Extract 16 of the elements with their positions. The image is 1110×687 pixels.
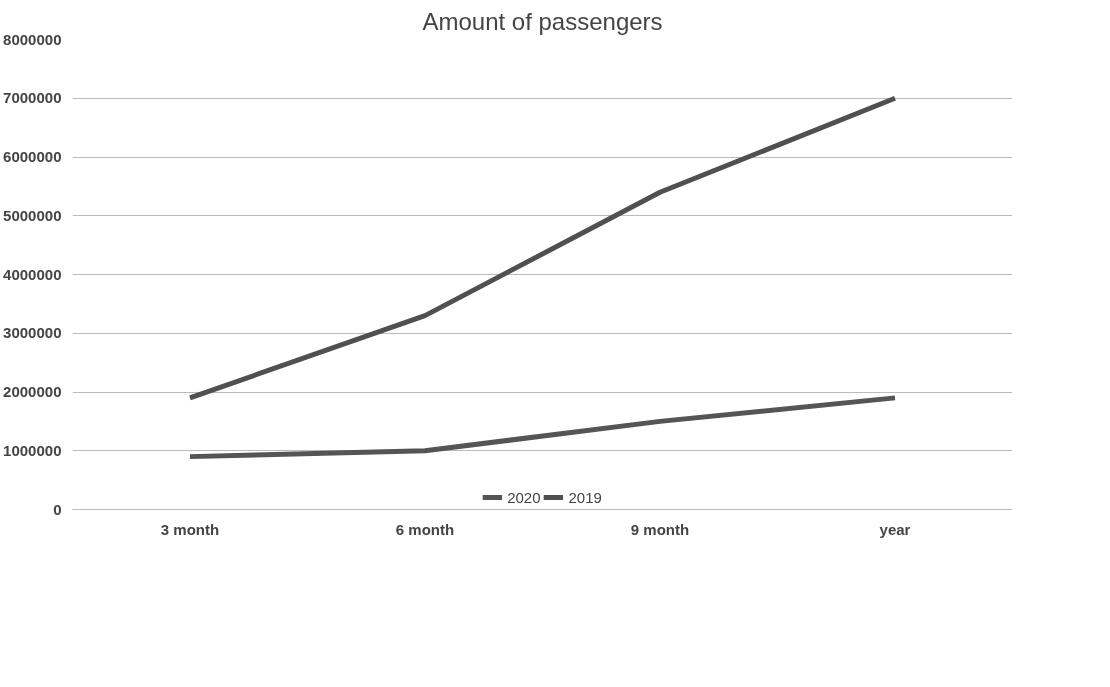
x-tick-label: year xyxy=(879,520,911,538)
y-tick-label: 0 xyxy=(53,500,62,518)
x-tick-label: 9 month xyxy=(630,520,690,538)
legend-label: 2019 xyxy=(568,488,602,506)
legend-label: 2020 xyxy=(507,488,541,506)
y-tick-label: 1000000 xyxy=(3,441,62,459)
y-tick-label: 4000000 xyxy=(3,265,62,283)
chart-title: Amount of passengers xyxy=(422,7,663,35)
y-tick-label: 2000000 xyxy=(3,383,62,400)
x-tick-label: 6 month xyxy=(395,520,455,538)
y-tick-label: 6000000 xyxy=(3,148,62,165)
y-tick-label: 7000000 xyxy=(3,89,62,107)
y-tick-label: 3000000 xyxy=(3,324,62,342)
y-tick-label: 8000000 xyxy=(3,30,62,48)
x-tick-label: 3 month xyxy=(160,520,220,538)
y-tick-label: 5000000 xyxy=(3,206,62,224)
